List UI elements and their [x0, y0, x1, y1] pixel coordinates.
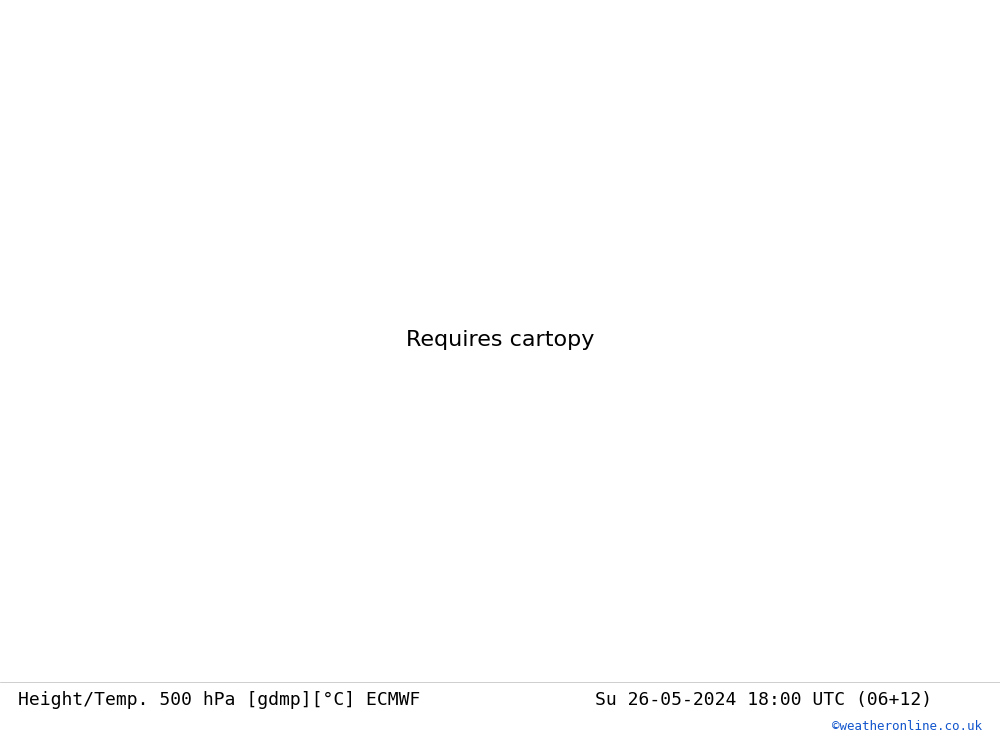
Text: ©weatheronline.co.uk: ©weatheronline.co.uk	[832, 720, 982, 733]
Text: Su 26-05-2024 18:00 UTC (06+12): Su 26-05-2024 18:00 UTC (06+12)	[595, 691, 932, 710]
Text: Requires cartopy: Requires cartopy	[406, 330, 594, 350]
Text: Height/Temp. 500 hPa [gdmp][°C] ECMWF: Height/Temp. 500 hPa [gdmp][°C] ECMWF	[18, 691, 420, 710]
